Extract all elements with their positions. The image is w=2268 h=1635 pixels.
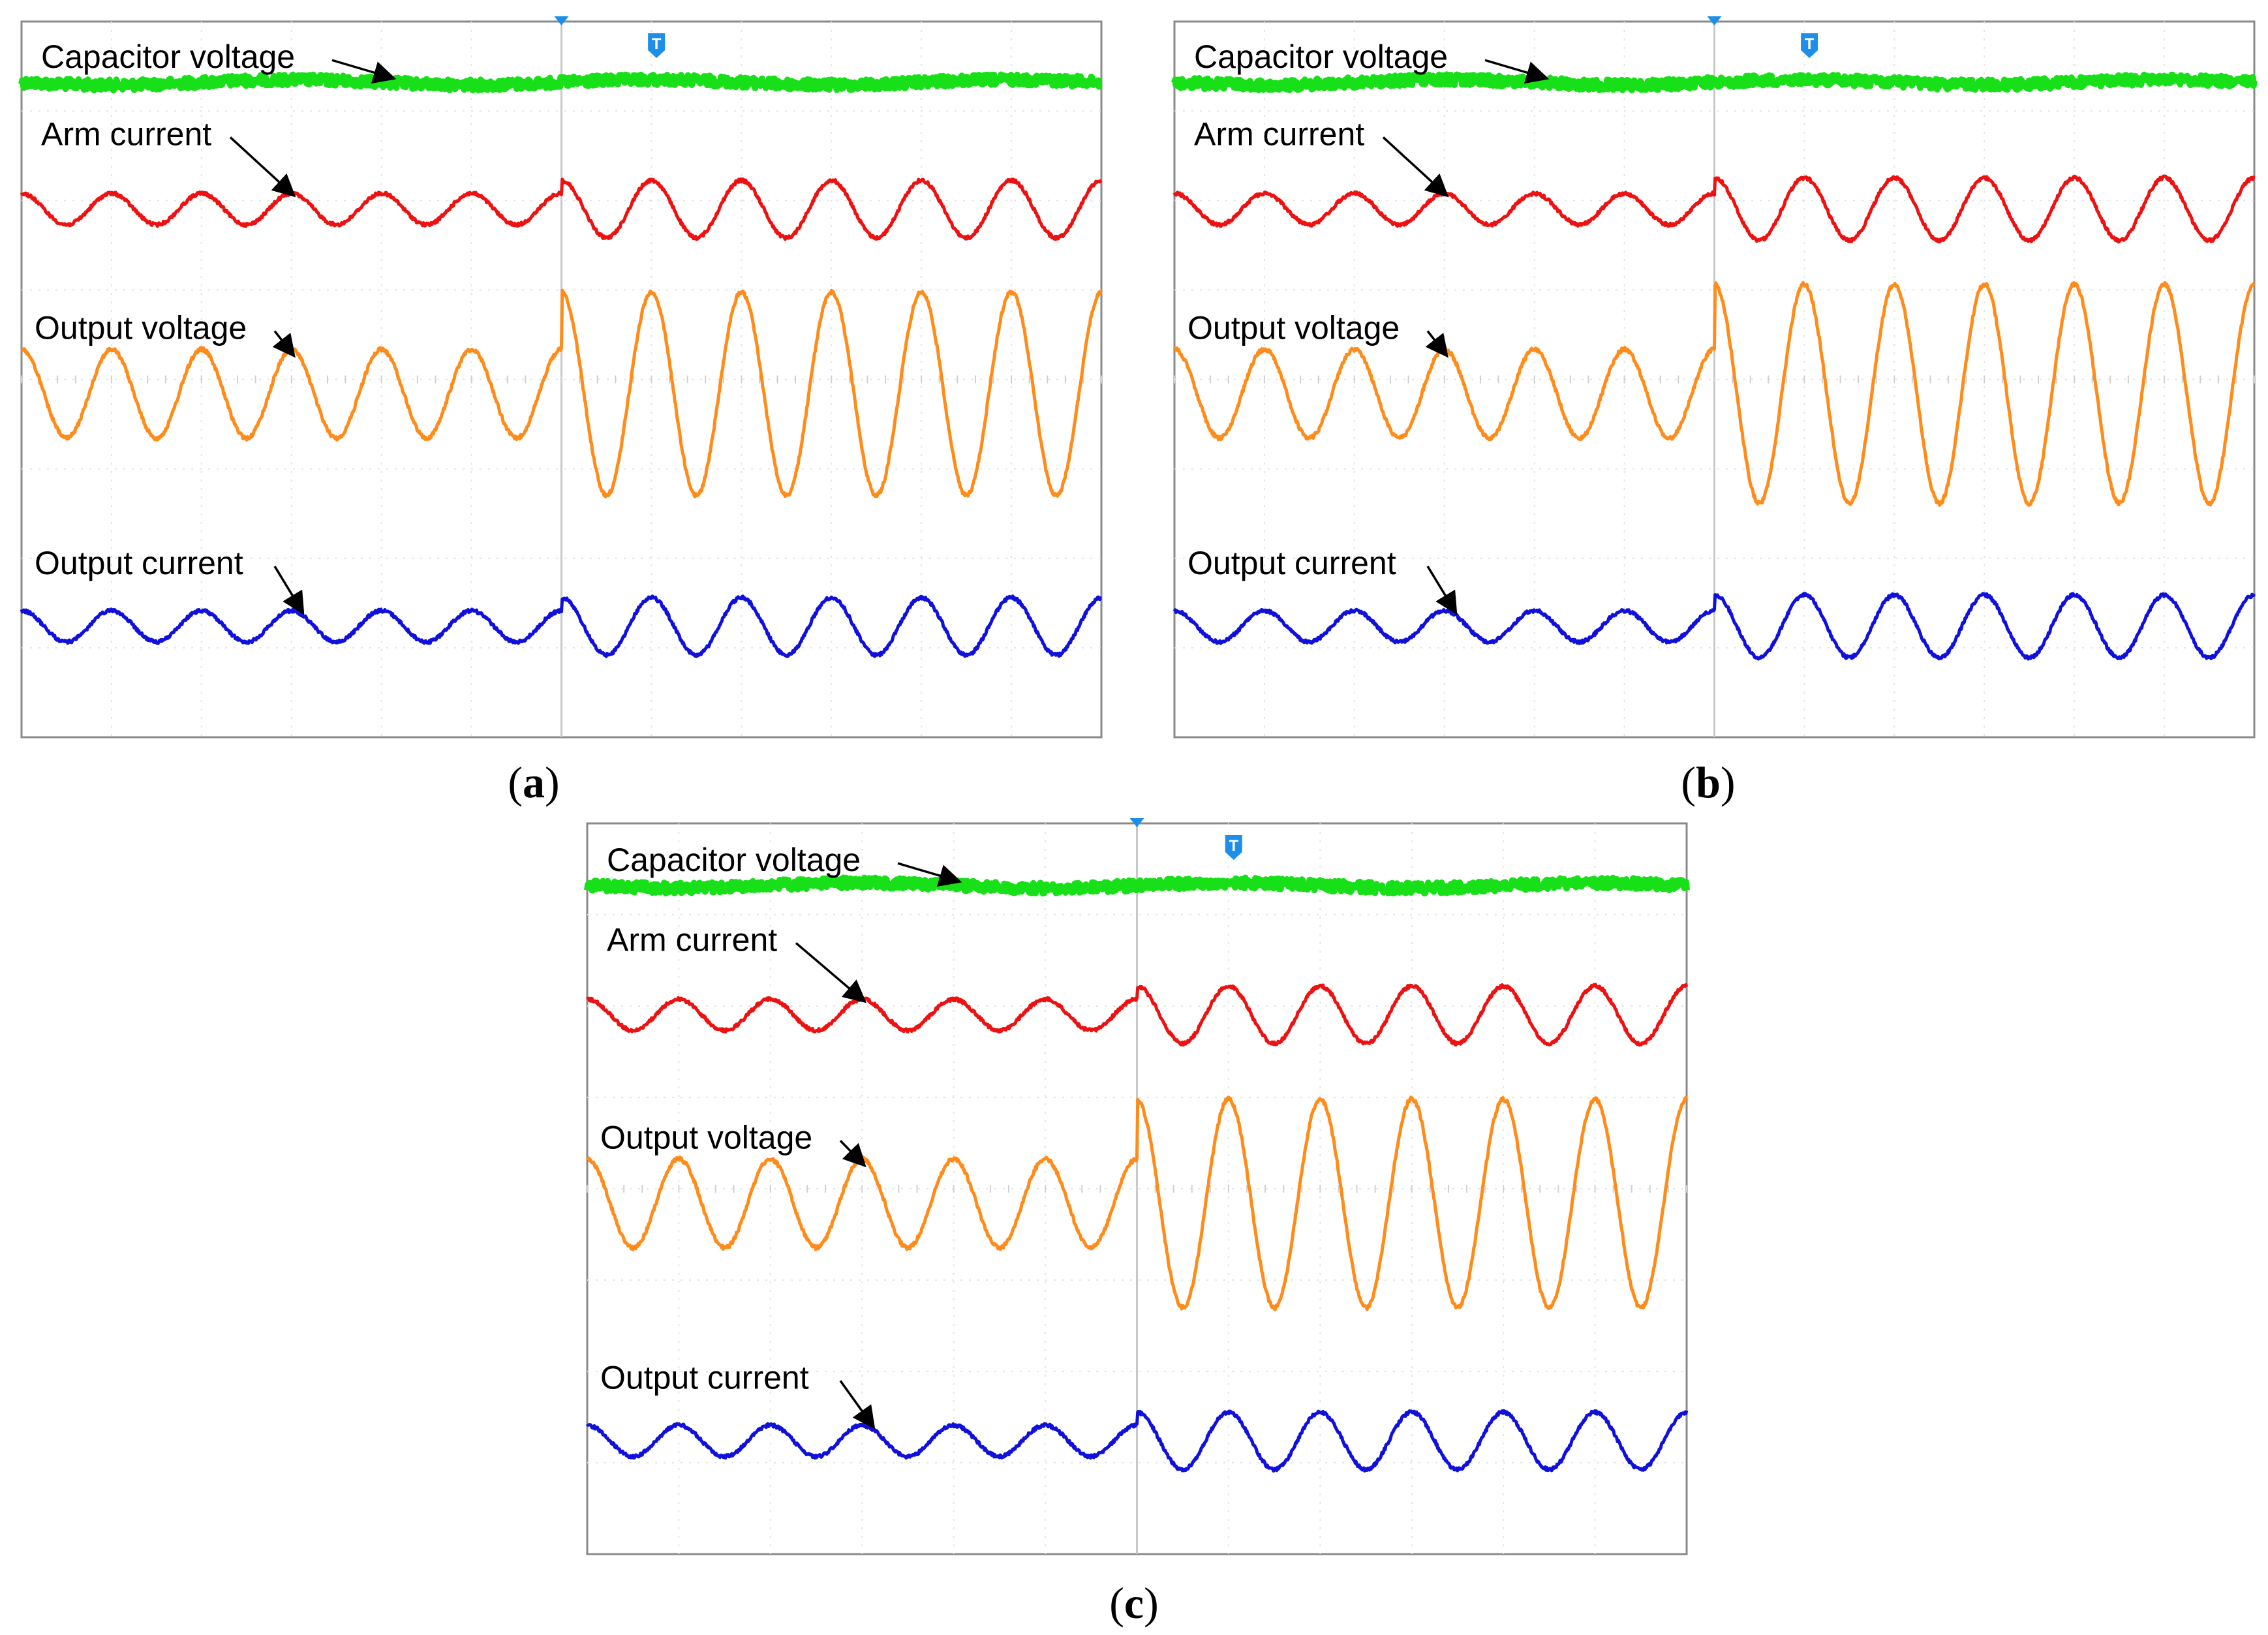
trace-label-capacitor: Capacitor voltage [607,842,861,878]
scope-grid [1174,22,2255,737]
annotation-arrow [839,1140,866,1168]
annotation-arrow [1426,566,1458,615]
panel-caption-letter: a [523,757,545,807]
trigger-marker-label: T [652,35,662,53]
trace-arm [1172,174,2256,244]
trace-label-output-voltage: Output voltage [600,1119,812,1155]
annotation-arrow [331,59,397,84]
trace-capacitor [18,71,1104,94]
trigger-marker [1801,33,1818,58]
trace-capacitor [1171,71,2258,93]
trace-label-capacitor: Capacitor voltage [1194,38,1448,75]
trigger-position-marker [1129,818,1144,827]
trace-output-voltage [1172,281,2256,507]
trace-label-output-voltage: Output voltage [35,309,247,346]
annotation-arrow [1382,136,1449,198]
annotation-arrow [839,1380,876,1429]
trace-output-current [586,1409,1689,1473]
trace-label-arm: Arm current [607,921,777,958]
trace-output-current [1172,592,2256,661]
trace-arm [586,983,1689,1047]
trigger-marker-label: T [1229,837,1238,855]
trace-arm [20,177,1103,241]
annotation-arrow [273,566,305,615]
panel-caption-letter: b [1696,757,1721,807]
annotation-arrow [229,136,296,198]
panel-caption-letter: c [1124,1578,1144,1628]
trigger-marker [648,33,666,58]
scope-grid [587,823,1687,1554]
annotation-arrow [795,942,866,1003]
annotation-arrow [1425,330,1448,358]
trigger-marker-label: T [1805,35,1815,53]
panel-caption: (a) [508,757,559,807]
trace-label-output-current: Output current [600,1359,809,1396]
scope-panel-a: T Capacitor voltage Arm current Output volt… [18,16,1104,807]
annotation-arrow [272,330,296,358]
trigger-position-marker [554,16,569,25]
trace-output-voltage [586,1095,1689,1311]
trigger-marker [1225,835,1242,860]
trace-label-arm: Arm current [41,115,211,152]
annotation-arrow [897,862,962,887]
trace-capacitor [584,874,1690,896]
panel-caption: (c) [1109,1578,1159,1628]
trace-label-output-current: Output current [1188,545,1396,581]
scope-panel-b: T Capacitor voltage Arm current Output volt… [1171,16,2258,807]
scope-panel-c: T Capacitor voltage Arm current Output volt… [584,818,1690,1628]
trace-label-output-current: Output current [35,545,243,581]
trace-label-output-voltage: Output voltage [1188,309,1400,346]
trigger-position-marker [1707,16,1722,25]
trace-label-capacitor: Capacitor voltage [41,38,295,75]
trace-output-current [20,594,1103,658]
panel-caption: (b) [1681,757,1735,807]
trace-output-voltage [20,288,1103,498]
annotation-arrow [1484,59,1550,84]
scope-grid [21,22,1102,737]
trace-label-arm: Arm current [1194,115,1364,152]
